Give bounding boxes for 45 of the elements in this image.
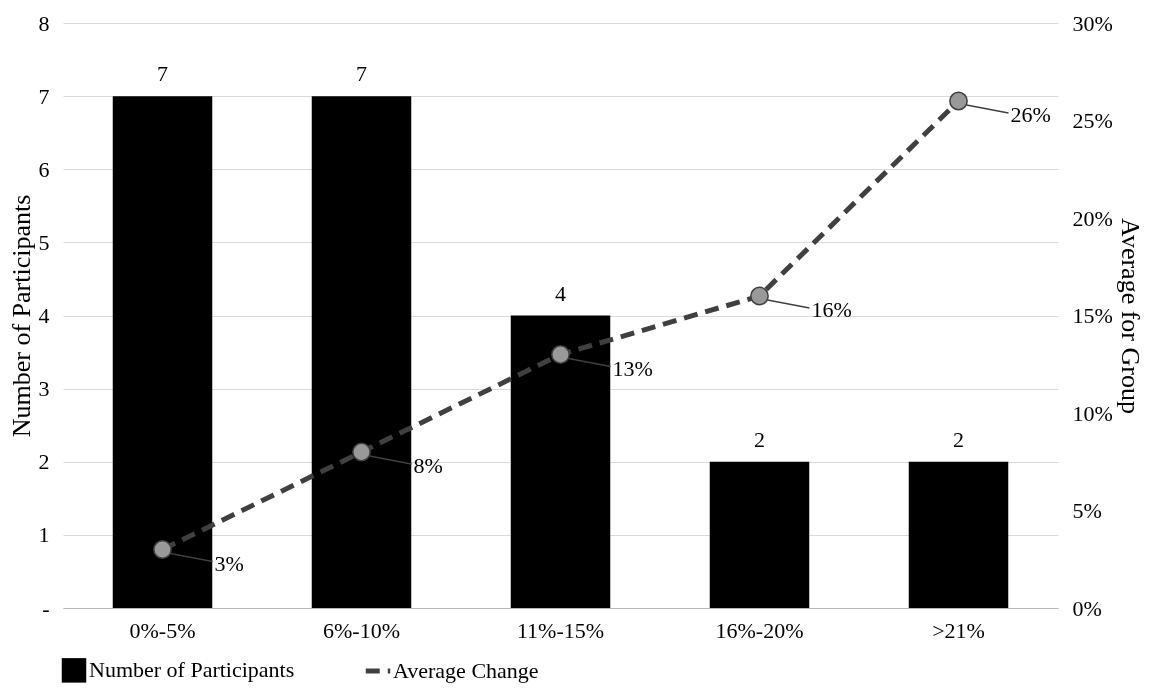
- data-label: 26%: [1010, 102, 1051, 127]
- point: [153, 540, 172, 559]
- y2-tick-label: 25%: [1072, 108, 1113, 133]
- point: [551, 345, 570, 364]
- y-tick-label: 4: [38, 303, 50, 328]
- data-label: 3%: [214, 550, 244, 576]
- y2-tick-label: 10%: [1072, 400, 1113, 426]
- y-tick-label: 1: [38, 522, 50, 548]
- y2-tick-label: 15%: [1072, 303, 1113, 328]
- x-tick-label: 0%-5%: [129, 617, 196, 643]
- y2-tick-label: 5%: [1072, 498, 1102, 523]
- x-tick-label: 16%-20%: [715, 617, 804, 643]
- data-label: 7: [157, 61, 168, 87]
- x-tick-label: 11%-15%: [516, 617, 605, 643]
- y-tick-label: 8: [38, 10, 50, 36]
- y-tick-label: -: [42, 595, 50, 621]
- x-tick-label: >21%: [932, 617, 985, 643]
- y2-tick-label: 0%: [1072, 595, 1102, 621]
- y2-tick-label: 20%: [1072, 205, 1113, 231]
- point: [750, 286, 769, 306]
- bar: [311, 96, 412, 608]
- y-tick-label: 5: [38, 229, 50, 255]
- y-tick-label: 3: [38, 376, 50, 402]
- y-tick-label: 6: [38, 156, 50, 182]
- bar: [510, 315, 611, 608]
- y2-axis-title: Average for Group: [1115, 218, 1145, 414]
- data-label: 2: [754, 426, 765, 452]
- data-label: 8%: [413, 453, 443, 478]
- y-tick-label: 7: [38, 83, 50, 109]
- bar: [908, 461, 1009, 608]
- y2-tick-label: 30%: [1072, 10, 1113, 36]
- bar: [112, 96, 213, 608]
- data-label: 7: [356, 61, 367, 87]
- y-axis-title: Number of Participants: [6, 194, 36, 438]
- data-label: 2: [953, 426, 964, 452]
- point: [949, 91, 968, 111]
- legend-label: Number of Participants: [89, 657, 295, 683]
- bar: [709, 461, 810, 608]
- legend-label: Average Change: [393, 658, 539, 683]
- data-label: 13%: [612, 355, 653, 381]
- data-label: 4: [555, 280, 566, 306]
- x-tick-label: 6%-10%: [323, 617, 400, 643]
- point: [352, 442, 371, 462]
- y-tick-label: 2: [38, 449, 50, 475]
- data-label: 16%: [811, 297, 852, 322]
